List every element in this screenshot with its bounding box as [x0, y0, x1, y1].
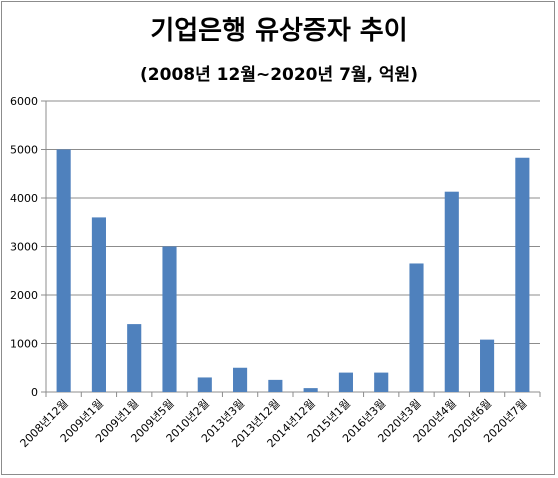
- bar: [480, 339, 495, 392]
- y-tick-label: 0: [31, 386, 38, 399]
- bar: [444, 191, 459, 392]
- bar: [268, 379, 283, 392]
- chart-subtitle: (2008년 12월~2020년 7월, 억원): [140, 65, 418, 85]
- axes: [41, 100, 541, 397]
- bar: [197, 377, 212, 392]
- bar: [338, 372, 353, 392]
- y-tick-label: 3000: [10, 241, 38, 254]
- bar: [374, 372, 389, 392]
- y-tick-label: 1000: [10, 338, 38, 351]
- bar: [515, 157, 530, 392]
- y-axis-ticks: 0 1000 2000 3000 4000 5000 6000: [10, 95, 38, 399]
- bars: [56, 149, 530, 392]
- bar: [162, 246, 177, 392]
- y-tick-label: 6000: [10, 95, 38, 108]
- bar: [233, 367, 248, 392]
- gridlines: [46, 100, 540, 344]
- chart-title: 기업은행 유상증자 추이: [150, 16, 408, 46]
- bar: [127, 324, 142, 392]
- y-tick-label: 2000: [10, 289, 38, 302]
- y-tick-label: 5000: [10, 144, 38, 157]
- bar: [91, 217, 106, 392]
- bar: [409, 263, 424, 392]
- x-axis-ticks: 2008년12월2009년1월2009년1월2009년5월2010년2월2013…: [18, 397, 530, 450]
- bar: [56, 149, 71, 392]
- y-tick-label: 4000: [10, 192, 38, 205]
- bar: [303, 388, 318, 392]
